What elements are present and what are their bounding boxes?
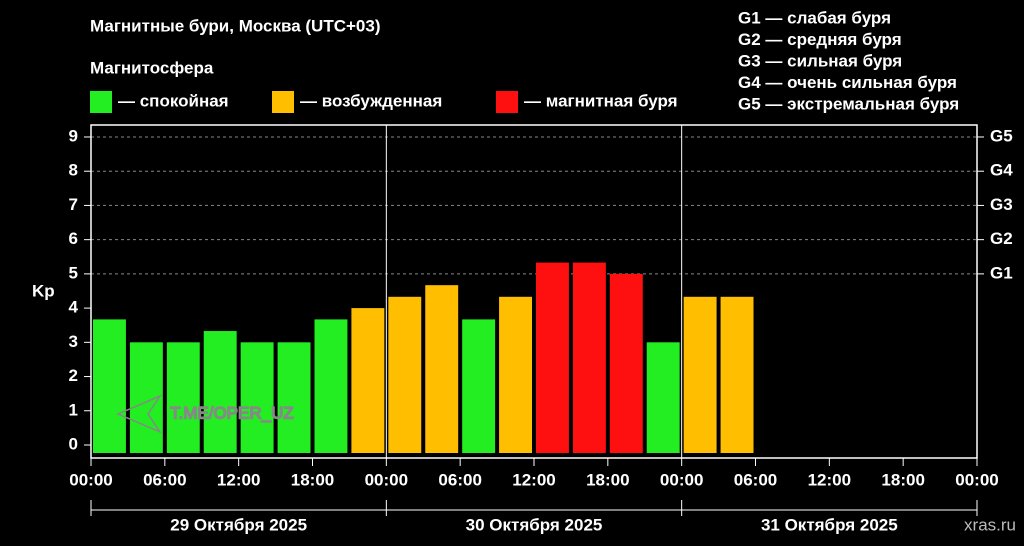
- day-label: 30 Октября 2025: [466, 515, 603, 534]
- bar: [93, 319, 126, 453]
- x-tick-label: 06:00: [143, 470, 186, 489]
- y-tick-label: 0: [69, 434, 78, 453]
- storm-level: G4 — очень сильная буря: [738, 73, 957, 92]
- x-tick-label: 00:00: [365, 470, 408, 489]
- storm-level: G3 — сильная буря: [738, 51, 902, 70]
- x-tick-label: 06:00: [438, 470, 481, 489]
- y-tick-label: 2: [69, 366, 78, 385]
- bar: [314, 319, 348, 453]
- y2-tick-label: G2: [990, 229, 1013, 248]
- y-tick-label: 1: [69, 400, 78, 419]
- bar: [277, 342, 311, 453]
- bar: [609, 273, 643, 453]
- y-tick-label: 8: [69, 161, 78, 180]
- bar: [720, 296, 754, 453]
- legend-title: Магнитосфера: [90, 58, 214, 77]
- x-tick-label: 00:00: [955, 470, 998, 489]
- x-tick-label: 06:00: [734, 470, 777, 489]
- y-tick-label: 9: [69, 126, 78, 145]
- bar: [166, 342, 200, 453]
- x-tick-label: 18:00: [291, 470, 334, 489]
- x-tick-label: 18:00: [586, 470, 629, 489]
- storm-level: G1 — слабая буря: [738, 8, 891, 27]
- bar: [683, 296, 717, 453]
- y-axis-label: Kp: [32, 281, 55, 300]
- bar: [388, 296, 422, 453]
- legend-label: — возбужденная: [300, 91, 442, 110]
- y2-tick-label: G3: [990, 195, 1013, 214]
- watermark-icon: [116, 394, 163, 434]
- y2-tick-label: G1: [990, 263, 1013, 282]
- y2-tick-label: G4: [990, 161, 1013, 180]
- bar: [203, 331, 237, 453]
- x-tick-label: 12:00: [512, 470, 555, 489]
- x-tick-label: 12:00: [808, 470, 851, 489]
- y-tick-label: 4: [69, 298, 79, 317]
- bar: [240, 342, 274, 453]
- x-tick-label: 00:00: [69, 470, 112, 489]
- bar: [572, 262, 606, 453]
- watermark: T.ME/OPER_UZ: [170, 403, 294, 422]
- bar: [351, 308, 385, 453]
- day-label: 29 Октября 2025: [170, 515, 307, 534]
- x-tick-label: 18:00: [881, 470, 924, 489]
- legend-swatch: [272, 91, 294, 113]
- day-label: 31 Октября 2025: [761, 515, 898, 534]
- x-tick-label: 12:00: [217, 470, 260, 489]
- legend-swatch: [90, 91, 112, 113]
- chart-title: Магнитные бури, Москва (UTC+03): [90, 16, 381, 35]
- storm-level: G5 — экстремальная буря: [738, 94, 959, 113]
- x-tick-label: 00:00: [660, 470, 703, 489]
- bar: [462, 319, 496, 453]
- y-tick-label: 6: [69, 229, 78, 248]
- bar: [646, 342, 680, 453]
- bar: [536, 262, 569, 453]
- legend-label: — спокойная: [118, 91, 229, 110]
- bar: [499, 296, 532, 453]
- y-tick-label: 7: [69, 195, 78, 214]
- y2-tick-label: G5: [990, 126, 1013, 145]
- legend-label: — магнитная буря: [524, 91, 678, 110]
- y-tick-label: 3: [69, 332, 78, 351]
- source: xras.ru: [964, 515, 1016, 534]
- storm-level: G2 — средняя буря: [738, 30, 902, 49]
- bar: [425, 285, 459, 453]
- legend-swatch: [496, 91, 518, 113]
- y-tick-label: 5: [69, 263, 78, 282]
